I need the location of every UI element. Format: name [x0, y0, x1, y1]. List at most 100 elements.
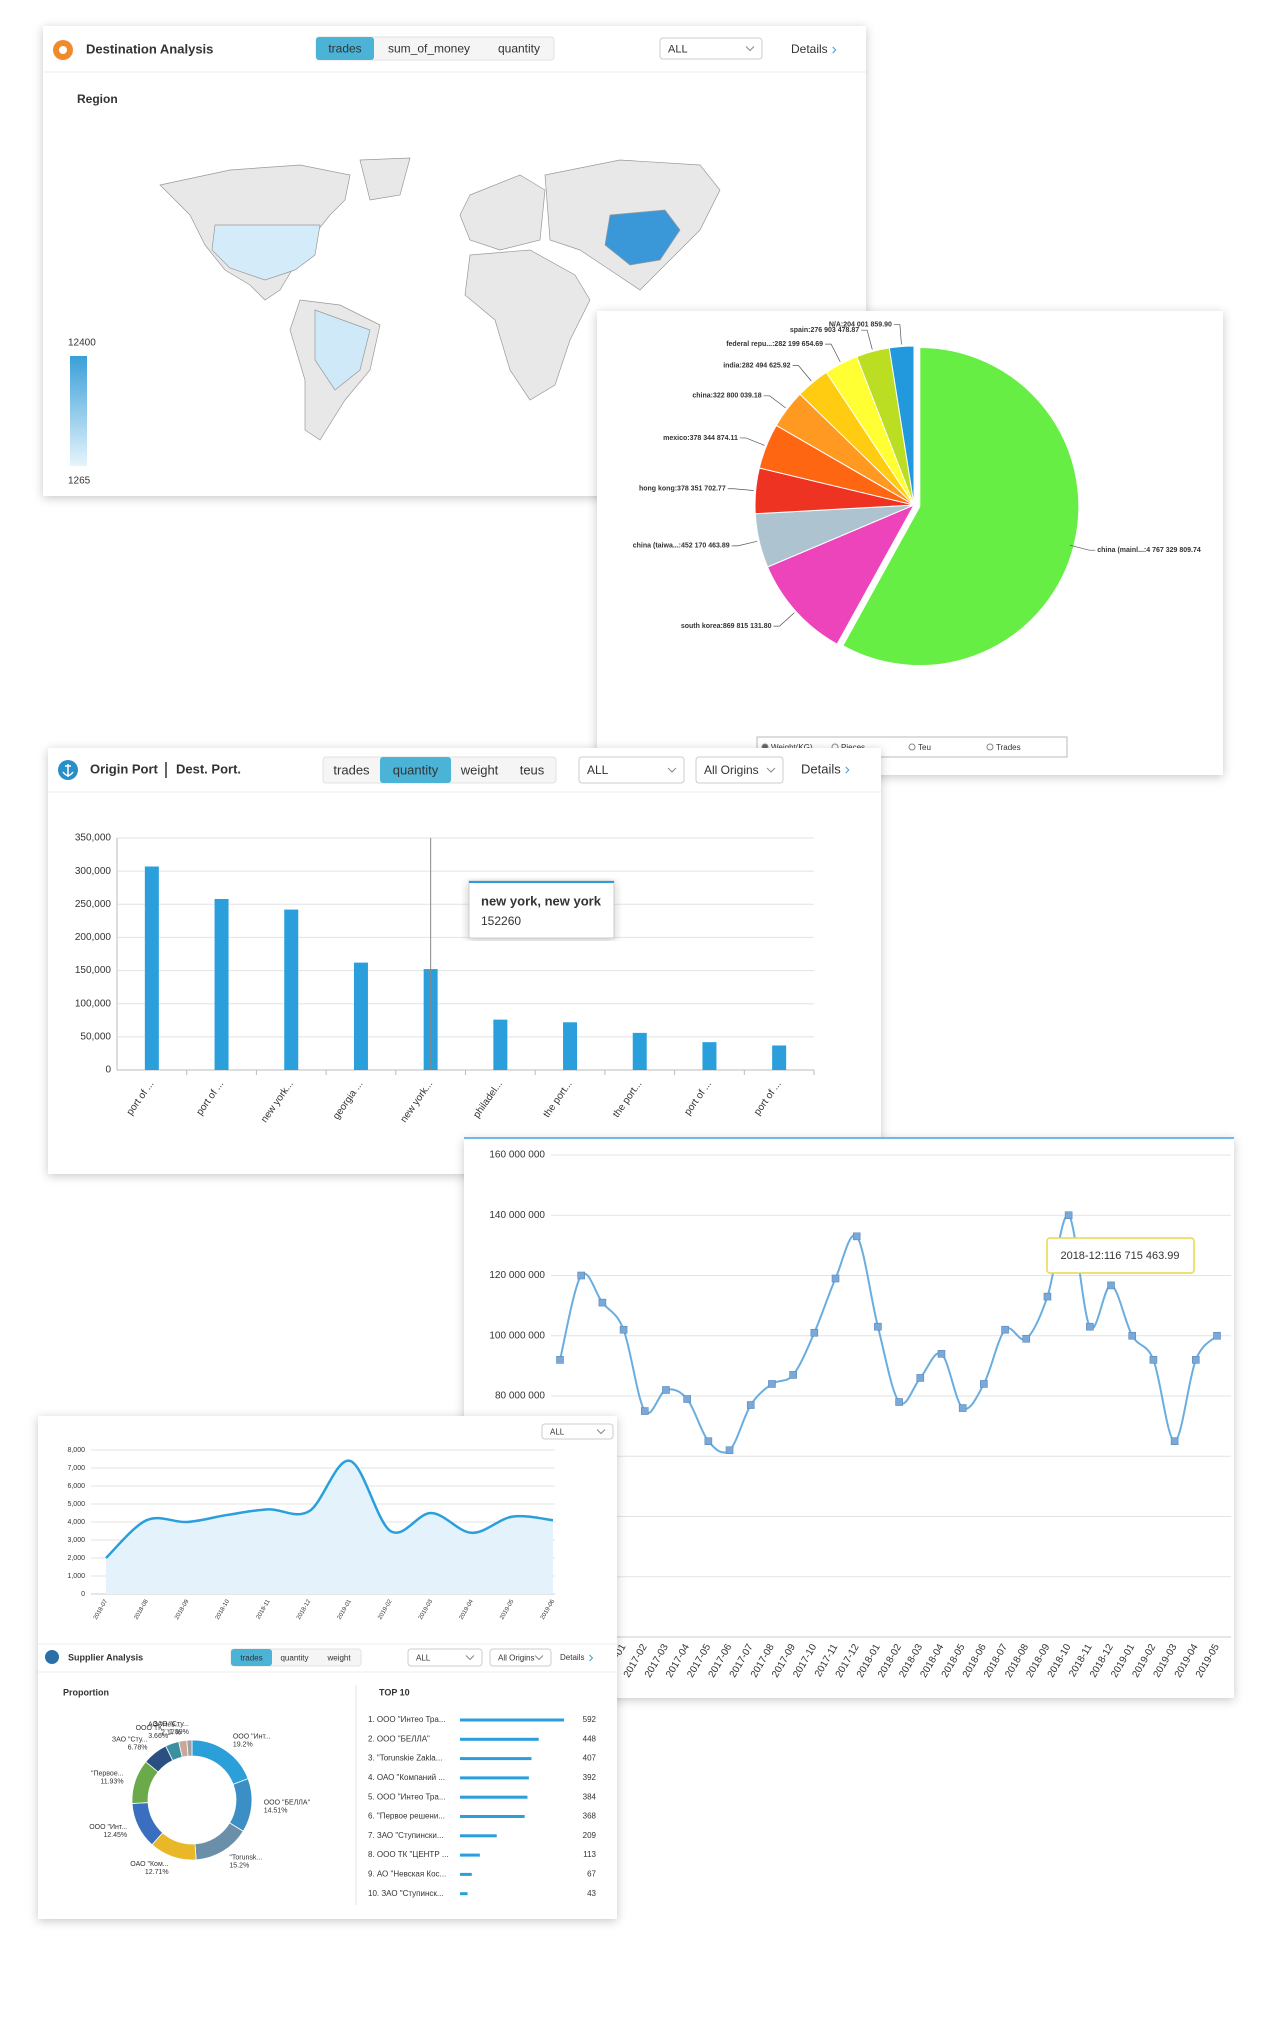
- country: [604, 209, 681, 266]
- leader-line: [825, 343, 841, 363]
- tooltip-text: 2018-12:116 715 463.99: [1060, 1250, 1179, 1262]
- scale-max: 12400: [68, 338, 96, 349]
- continent: [459, 174, 546, 251]
- chevron: [534, 1655, 544, 1661]
- active-tab: [316, 37, 374, 60]
- bar: [214, 898, 229, 1070]
- legend-label: Teu: [918, 743, 931, 752]
- slice-label: spain:276 903 478.87: [790, 327, 859, 334]
- y-tick-label: 2,000: [67, 1555, 85, 1562]
- tab[interactable]: quantity: [498, 42, 540, 56]
- y-tick-label: 8,000: [67, 1447, 85, 1454]
- row-label: 3. "Torunskie Zakla...: [368, 1754, 442, 1763]
- bar: [493, 1019, 508, 1070]
- point: [789, 1371, 797, 1379]
- tab[interactable]: trades: [240, 1654, 262, 1663]
- bar: [460, 1872, 472, 1876]
- y-tick-label: 4,000: [67, 1519, 85, 1526]
- point: [704, 1437, 713, 1445]
- point: [640, 1407, 649, 1415]
- y-tick-label: 200,000: [75, 932, 112, 943]
- select[interactable]: [578, 756, 685, 784]
- bar: [460, 1834, 497, 1838]
- leader-line: [773, 612, 795, 627]
- y-tick-label: 120 000 000: [489, 1270, 545, 1281]
- slice-label: mexico:378 344 874.11: [663, 435, 738, 442]
- point: [1149, 1356, 1158, 1364]
- select[interactable]: [695, 756, 784, 784]
- details-link[interactable]: Details: [801, 761, 841, 776]
- chevron: [845, 766, 850, 774]
- slice-name: "Первое...: [91, 1770, 124, 1777]
- y-tick-label: 3,000: [67, 1537, 85, 1544]
- y-tick-label: 0: [105, 1065, 111, 1076]
- row-value: 43: [587, 1889, 596, 1898]
- slice-label: south korea:869 815 131.80: [681, 623, 772, 630]
- bar: [460, 1757, 532, 1761]
- tooltip: [1046, 1237, 1195, 1274]
- tab[interactable]: trades: [333, 762, 370, 777]
- slice-label: hong kong:378 351 702.77: [639, 486, 726, 493]
- tab[interactable]: weight: [460, 762, 499, 777]
- slice-label: federal repu...:282 199 654.69: [726, 341, 823, 348]
- point: [831, 1274, 840, 1283]
- active-tab: [231, 1649, 272, 1666]
- point: [725, 1446, 734, 1455]
- point: [958, 1404, 967, 1412]
- row-value: 407: [583, 1754, 597, 1763]
- tab[interactable]: trades: [328, 42, 361, 56]
- legend-radio[interactable]: [986, 743, 994, 751]
- row-label: 8. ООО ТК "ЦЕНТР ...: [368, 1850, 449, 1859]
- tab[interactable]: weight: [326, 1654, 351, 1663]
- slice-name: ООО "Инт...: [233, 1734, 271, 1741]
- select[interactable]: [407, 1648, 483, 1667]
- point: [598, 1298, 607, 1307]
- select-label: All Origins: [704, 763, 759, 777]
- leader-line: [739, 437, 765, 446]
- select[interactable]: [659, 37, 763, 60]
- tab[interactable]: quantity: [280, 1654, 308, 1663]
- details-link[interactable]: Details: [791, 42, 828, 56]
- slice-label: 12.71%: [145, 1869, 169, 1876]
- point: [937, 1350, 946, 1358]
- origin-port-panel: Origin Port Dest. Port. trades quantity weig…: [48, 748, 881, 1174]
- point: [683, 1395, 691, 1403]
- point: [874, 1322, 882, 1331]
- tooltip-value: 152260: [481, 914, 521, 928]
- series-line: [105, 1459, 554, 1559]
- row-label: 1. ООО "Интео Тра...: [368, 1715, 446, 1724]
- continent: [359, 157, 411, 201]
- y-tick-label: 100 000 000: [489, 1330, 545, 1341]
- y-tick-label: 80 000 000: [495, 1391, 545, 1402]
- point: [1170, 1437, 1179, 1445]
- row-label: 10. ЗАО "Ступинск...: [368, 1889, 444, 1898]
- chevron: [766, 767, 776, 773]
- y-tick-label: 7,000: [67, 1465, 85, 1472]
- leader-line: [893, 324, 902, 345]
- tab[interactable]: sum_of_money: [388, 42, 470, 56]
- color-scale: [70, 356, 87, 466]
- legend-radio[interactable]: [908, 743, 916, 751]
- tab[interactable]: quantity: [393, 762, 439, 777]
- y-tick-label: 50,000: [80, 1031, 111, 1042]
- select[interactable]: [541, 1423, 614, 1440]
- tab[interactable]: Origin Port: [90, 761, 159, 776]
- bar: [702, 1042, 717, 1070]
- point: [768, 1380, 776, 1388]
- select-label: ALL: [416, 1654, 431, 1663]
- logo: [45, 1650, 59, 1664]
- tab[interactable]: Dest. Port.: [176, 761, 241, 776]
- details-link[interactable]: Details: [560, 1653, 584, 1662]
- y-tick-label: 100,000: [75, 998, 112, 1009]
- slice-label: N/A:204 001 859.90: [829, 321, 892, 328]
- panel-title: Supplier Analysis: [68, 1652, 143, 1662]
- row-label: 6. "Первое решени...: [368, 1812, 445, 1821]
- select[interactable]: [489, 1648, 552, 1667]
- bar: [632, 1032, 647, 1070]
- leader-line: [861, 329, 873, 350]
- slice-name: "Torunsk...: [229, 1854, 262, 1861]
- leader-line: [792, 365, 812, 382]
- tab[interactable]: teus: [520, 762, 545, 777]
